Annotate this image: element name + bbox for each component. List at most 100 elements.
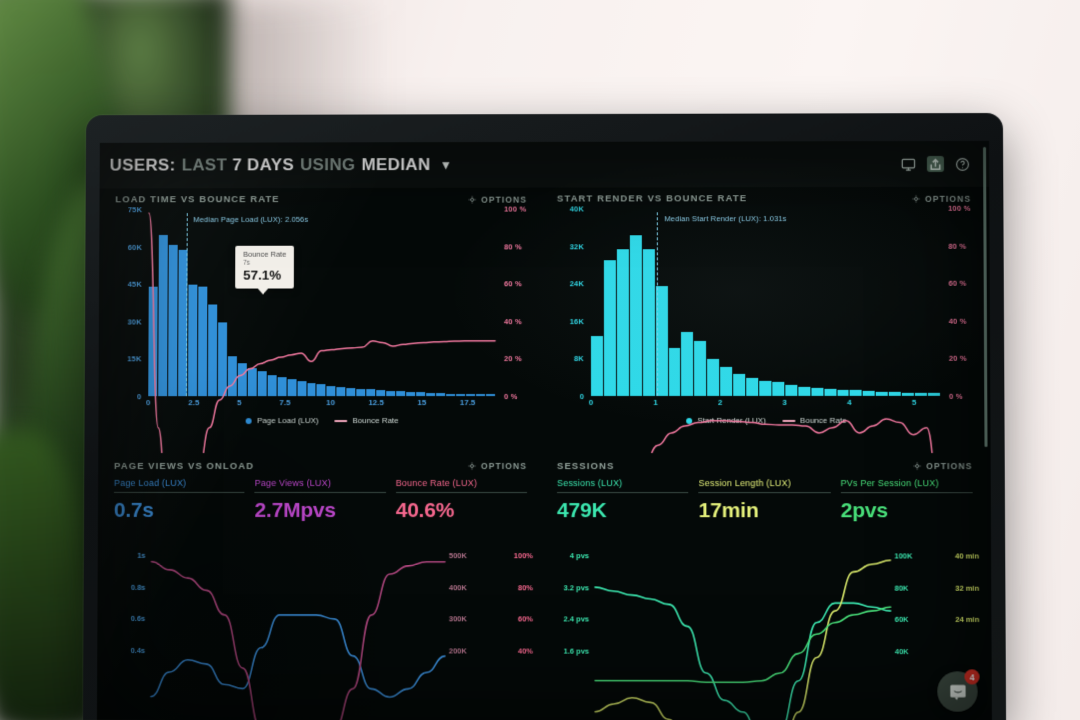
axis-tick-label: 0.8s <box>130 582 146 592</box>
line-series-group <box>595 525 891 720</box>
axis-tick-label: 20 % <box>504 353 522 363</box>
chat-bubble-icon <box>949 684 966 700</box>
laptop-bezel <box>86 113 1003 143</box>
panel-header: PAGE VIEWS VS ONLOAD OPTIONS <box>108 458 537 473</box>
metric-card[interactable]: Page Views (LUX) 2.7Mpvs <box>255 477 386 522</box>
gear-icon <box>468 195 476 203</box>
axis-tick-label: 15 <box>417 398 427 408</box>
y-axis-left: 0 15K 30K 45K 60K 75K <box>110 205 145 401</box>
title-prefix: USERS: <box>109 155 176 175</box>
line-series-group <box>150 524 445 720</box>
metric-divider <box>698 491 831 493</box>
options-label: OPTIONS <box>926 461 973 472</box>
metric-card[interactable]: Page Load (LUX) 0.7s <box>114 477 245 522</box>
axis-tick-label: 400K <box>448 582 467 592</box>
axis-tick-label: 75K <box>127 204 143 214</box>
axis-tick-label: 300K <box>448 614 467 624</box>
chevron-down-icon[interactable]: ▾ <box>442 157 450 172</box>
y-axis-right: 500K 100% 400K 80% 300K 60% 200K 40% <box>449 525 533 674</box>
app-topbar: USERS: LAST 7 DAYS USING MEDIAN ▾ <box>99 140 990 189</box>
axis-tick-label: 10 <box>326 398 335 408</box>
intercom-launcher-button[interactable]: 4 <box>937 669 980 712</box>
axis-tick-pair: 100K 40 min <box>894 552 979 561</box>
axis-tick-label: 24 min <box>955 615 980 625</box>
share-icon[interactable] <box>926 155 945 172</box>
panel-sessions: SESSIONS OPTIONS Sessions (LUX) 479K Sessi… <box>547 455 990 720</box>
axis-tick-label: 100 % <box>504 204 527 214</box>
axis-tick-label: 0 <box>588 397 594 407</box>
metric-value: 40.6% <box>395 498 455 522</box>
metric-card[interactable]: Sessions (LUX) 479K <box>557 478 689 523</box>
axis-tick-label: 17.5 <box>459 398 476 408</box>
axis-tick-label: 32K <box>569 241 584 251</box>
axis-tick-label: 0 <box>145 398 151 408</box>
title-range-value[interactable]: 7 DAYS <box>232 155 295 175</box>
metric-label: Sessions (LUX) <box>557 477 623 488</box>
laptop-device: USERS: LAST 7 DAYS USING MEDIAN ▾ <box>82 112 1007 720</box>
axis-tick-label: 0.4s <box>130 645 146 655</box>
plot-area: Median Start Render (LUX): 1.031s <box>591 212 940 396</box>
tooltip-subtitle: 7s <box>243 259 251 267</box>
help-icon[interactable] <box>954 156 971 172</box>
title-stat[interactable]: MEDIAN <box>361 155 431 175</box>
axis-tick-label: 60 % <box>948 278 967 288</box>
tooltip-value: 57.1% <box>243 267 282 283</box>
axis-tick-pair: 40K <box>895 647 980 656</box>
axis-tick-label: 2 <box>717 397 723 407</box>
tooltip-title: Bounce Rate <box>243 249 287 259</box>
chart-sessions: 4 pvs 3.2 pvs 2.4 pvs 1.6 pvs 100K 40 min 80K… <box>551 525 984 674</box>
axis-tick-label: 100% <box>513 551 533 561</box>
axis-tick-label: 40 % <box>948 316 967 326</box>
x-axis: 0 2.5 5 7.5 10 12.5 15 17.5 <box>145 398 495 412</box>
panel-header: SESSIONS OPTIONS <box>551 459 983 474</box>
options-button[interactable]: OPTIONS <box>912 193 971 203</box>
panel-header: START RENDER VS BOUNCE RATE OPTIONS <box>551 191 981 207</box>
axis-tick-label: 0 % <box>504 391 518 401</box>
axis-tick-label: 60% <box>517 614 533 624</box>
y-axis-right: 100K 40 min 80K 32 min 60K 24 min 40K <box>894 525 979 674</box>
monitor-icon[interactable] <box>900 156 917 172</box>
panel-load-time-vs-bounce-rate: LOAD TIME VS BOUNCE RATE OPTIONS 0 15K 30K… <box>104 188 543 453</box>
metric-divider <box>113 491 245 493</box>
metric-card[interactable]: PVs Per Session (LUX) 2pvs <box>840 477 973 523</box>
panel-title: LOAD TIME VS BOUNCE RATE <box>115 194 280 206</box>
chart-load-time: 0 15K 30K 45K 60K 75K 0 % 20 % 40 % 60 % 80 % 100 … <box>108 204 537 419</box>
axis-tick-label: 15K <box>127 354 142 364</box>
axis-tick-label: 4 pvs <box>569 551 590 561</box>
axis-tick-label: 45K <box>127 279 142 289</box>
laptop-screen: USERS: LAST 7 DAYS USING MEDIAN ▾ <box>96 140 992 720</box>
series-path <box>591 419 941 453</box>
axis-tick-label: 100 % <box>948 203 971 213</box>
metric-card[interactable]: Bounce Rate (LUX) 40.6% <box>396 478 527 523</box>
y-axis-left: 4 pvs 3.2 pvs 2.4 pvs 1.6 pvs <box>555 525 591 674</box>
options-button[interactable]: OPTIONS <box>468 461 527 471</box>
metric-label: PVs Per Session (LUX) <box>840 477 939 488</box>
axis-tick-label: 80K <box>894 583 909 593</box>
title-range-label: LAST 7 DAYS <box>182 155 294 175</box>
metric-value: 0.7s <box>113 498 154 522</box>
metric-label: Page Views (LUX) <box>254 477 332 488</box>
axis-tick-label: 500K <box>448 551 467 561</box>
axis-tick-label: 5 <box>911 397 917 407</box>
y-axis-left: 1s 0.8s 0.6s 0.4s <box>111 524 148 672</box>
options-label: OPTIONS <box>481 461 527 472</box>
options-button[interactable]: OPTIONS <box>913 461 973 472</box>
tooltip: Bounce Rate 7s 57.1% <box>235 245 295 289</box>
metric-divider <box>557 491 689 493</box>
title-range-last: LAST <box>181 155 228 175</box>
metric-card[interactable]: Session Length (LUX) 17min <box>699 478 831 523</box>
axis-tick-label: 0 <box>579 391 585 401</box>
axis-tick-pair: 200K 40% <box>449 646 533 655</box>
axis-tick-label: 80% <box>517 582 533 592</box>
axis-tick-pair: 80K 32 min <box>895 583 980 592</box>
y-axis-right: 0 % 20 % 40 % 60 % 80 % 100 % <box>501 204 535 400</box>
series-path <box>151 614 445 696</box>
metric-label: Bounce Rate (LUX) <box>395 477 478 488</box>
panel-start-render-vs-bounce-rate: START RENDER VS BOUNCE RATE OPTIONS 0 8K 1… <box>547 187 989 453</box>
metric-value: 2.7Mpvs <box>254 498 336 522</box>
options-button[interactable]: OPTIONS <box>468 194 527 204</box>
axis-tick-label: 2.4 pvs <box>563 614 590 624</box>
axis-tick-label: 1.6 pvs <box>563 646 590 656</box>
axis-tick-pair: 500K 100% <box>449 551 533 560</box>
line-series-bounce-rate <box>591 212 941 453</box>
